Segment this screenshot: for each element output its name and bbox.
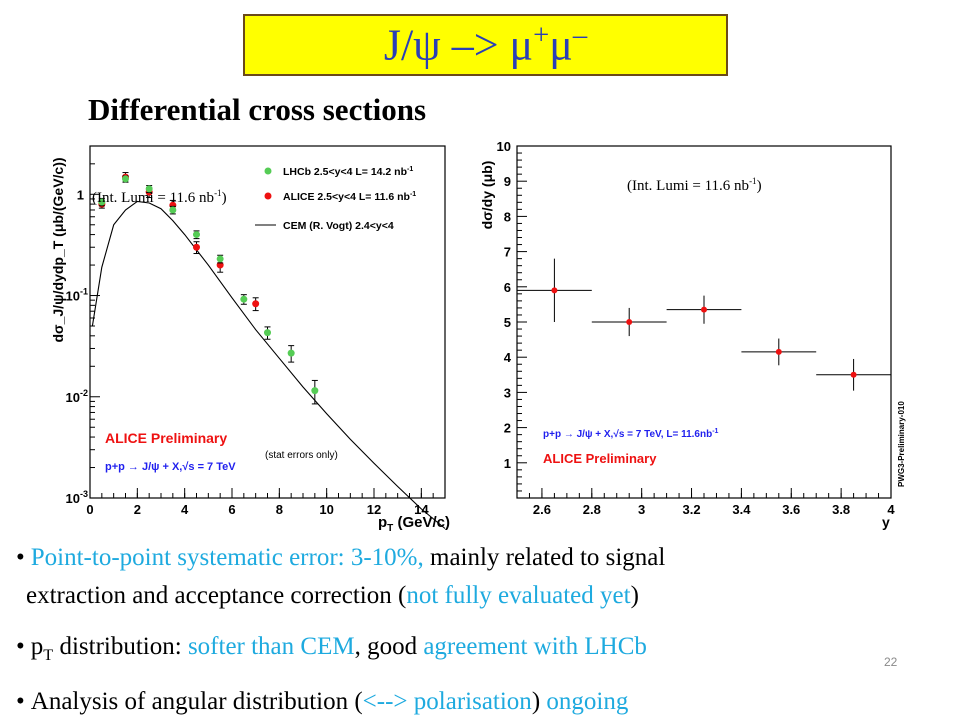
- left-data-points: [98, 172, 319, 405]
- lhcb-point: [287, 349, 295, 357]
- bullet-systematic-error-cont: extraction and acceptance correction (no…: [26, 582, 639, 609]
- left-lumi-note: (Int. Lumi = 11.6 nb-1): [92, 188, 227, 206]
- right-y-axis-label: dσ/dy (μb): [479, 161, 495, 230]
- right-y-tick-label: 10: [497, 139, 511, 154]
- right-lumi-note: (Int. Lumi = 11.6 nb-1): [627, 176, 762, 194]
- left-x-tick-label: 12: [367, 502, 381, 517]
- right-x-tick-label: 2.6: [533, 502, 551, 517]
- right-x-tick-label: 3.8: [832, 502, 850, 517]
- title-box: J/ψ –> μ+μ–: [243, 14, 728, 76]
- left-legend: LHCb 2.5<y<4 L= 14.2 nb-1 ALICE 2.5<y<4 …: [255, 166, 416, 232]
- left-system-label: p+p → J/ψ + X,√s = 7 TeV: [105, 461, 236, 473]
- legend-alice-marker: [264, 192, 272, 200]
- right-y-tick-label: 8: [504, 209, 511, 224]
- lhcb-point: [193, 231, 200, 239]
- left-x-tick-label: 4: [181, 502, 189, 517]
- legend-lhcb-marker: [264, 167, 272, 175]
- right-x-tick-label: 3.2: [682, 502, 700, 517]
- right-y-tick-label: 6: [504, 280, 511, 295]
- left-x-tick-label: 8: [276, 502, 283, 517]
- rapidity-point: [850, 371, 857, 378]
- right-y-tick-label: 4: [504, 350, 512, 365]
- lhcb-point: [240, 295, 248, 303]
- right-y-tick-label: 5: [504, 315, 511, 330]
- left-chart-frame: [89, 145, 446, 499]
- lhcb-point: [169, 206, 177, 214]
- right-x-axis-label: y: [882, 514, 890, 530]
- left-stat-note: (stat errors only): [265, 450, 338, 461]
- bullet-pt-distribution: • pT distribution: softer than CEM, good …: [16, 633, 647, 664]
- right-y-tick-label: 2: [504, 421, 511, 436]
- right-x-tick-label: 3.6: [782, 502, 800, 517]
- left-x-tick-label: 2: [134, 502, 141, 517]
- left-alice-preliminary: ALICE Preliminary: [105, 430, 227, 446]
- right-y-tick-label: 9: [504, 174, 511, 189]
- left-y-axis-label: dσ_J/ψ/dydp_T (μb/(GeV/c)): [50, 157, 66, 342]
- right-y-tick-label: 1: [504, 456, 511, 471]
- left-x-axis-label: pT (GeV/c): [378, 514, 450, 534]
- rapidity-point: [775, 348, 782, 355]
- slide-subtitle: Differential cross sections: [88, 92, 427, 127]
- legend-cem-text: CEM (R. Vogt) 2.4<y<4: [283, 220, 394, 232]
- alice-point: [193, 243, 200, 251]
- right-y-tick-label: 3: [504, 385, 511, 400]
- right-y-tick-label: 7: [504, 245, 511, 260]
- left-y-tick-label: 10-3: [66, 489, 88, 506]
- left-y-tick-label: 10-1: [66, 287, 88, 304]
- legend-lhcb-text: LHCb 2.5<y<4 L= 14.2 nb-1: [283, 166, 413, 178]
- left-x-tick-label: 10: [319, 502, 333, 517]
- right-axis-ticks: 2.6 2.8 3 3.2 3.4 3.6 3.8 4 1 2 3 4 5 6 7 8 9 10: [497, 139, 896, 517]
- right-x-tick-label: 4: [887, 502, 895, 517]
- right-x-tick-label: 2.8: [583, 502, 601, 517]
- cem-curve-line: [91, 200, 446, 529]
- bullet-angular-distribution: • Analysis of angular distribution (<--> …: [16, 688, 629, 715]
- right-data-points: [517, 258, 891, 391]
- lhcb-point: [145, 185, 153, 193]
- page-number: 22: [884, 655, 898, 669]
- bullet-systematic-error: • Point-to-point systematic error: 3-10%,…: [16, 544, 666, 571]
- lhcb-point: [264, 329, 271, 337]
- lhcb-point: [311, 387, 319, 395]
- rapidity-point: [626, 319, 633, 325]
- right-x-tick-label: 3: [638, 502, 645, 517]
- lhcb-point: [216, 255, 224, 263]
- legend-alice-text: ALICE 2.5<y<4 L= 11.6 nb-1: [283, 191, 416, 203]
- rapidity-point: [701, 306, 707, 313]
- lhcb-point: [98, 198, 106, 206]
- left-y-tick-label: 1: [77, 187, 84, 202]
- right-side-label: PWG3-Preliminary-010: [897, 401, 906, 487]
- left-y-tick-label: 10-2: [66, 388, 88, 405]
- lhcb-point: [122, 175, 129, 183]
- right-system-label: p+p → J/ψ + X,√s = 7 TeV, L= 11.6nb-1: [543, 428, 719, 440]
- alice-point: [252, 300, 260, 308]
- right-x-tick-label: 3.4: [732, 502, 751, 517]
- left-x-tick-label: 6: [228, 502, 235, 517]
- left-x-tick-label: 0: [86, 502, 93, 517]
- cem-curve: [91, 200, 446, 529]
- rapidity-point: [551, 287, 558, 294]
- slide-title: J/ψ –> μ+μ–: [383, 20, 588, 70]
- right-alice-preliminary: ALICE Preliminary: [543, 451, 657, 466]
